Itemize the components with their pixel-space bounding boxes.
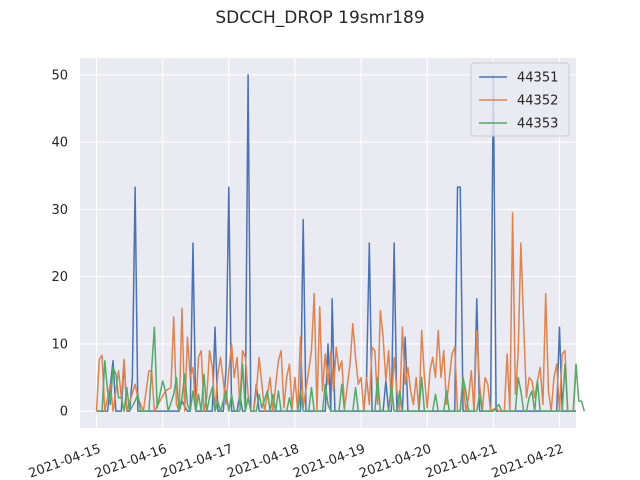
x-tick-label: 2021-04-17 [159,442,235,480]
y-tick-label: 40 [51,136,68,151]
y-tick-label: 20 [51,270,68,285]
x-tick-label: 2021-04-19 [291,442,367,480]
y-axis-ticks: 0 10 20 30 40 50 [51,68,68,419]
legend-label: 44351 [517,71,558,86]
legend: 44351 44352 44353 [470,62,570,137]
x-tick-label: 2021-04-20 [357,442,433,480]
y-tick-label: 0 [60,405,68,420]
x-tick-label: 2021-04-22 [490,442,566,480]
chart-title: SDCCH_DROP 19smr189 [215,8,425,28]
y-tick-label: 30 [51,203,68,218]
legend-label: 44352 [517,94,558,109]
x-tick-label: 2021-04-15 [27,442,103,480]
x-tick-label: 2021-04-21 [424,442,500,480]
legend-label: 44353 [517,117,558,132]
y-tick-label: 10 [51,337,68,352]
x-axis-ticks: 2021-04-152021-04-162021-04-172021-04-18… [27,442,566,480]
x-tick-label: 2021-04-16 [93,442,169,480]
series-lines [95,74,585,412]
series-line-44351 [96,74,576,412]
y-tick-label: 50 [51,68,68,83]
series-line-44353 [96,326,585,412]
legend-box [470,62,570,137]
x-tick-label: 2021-04-18 [225,442,301,480]
